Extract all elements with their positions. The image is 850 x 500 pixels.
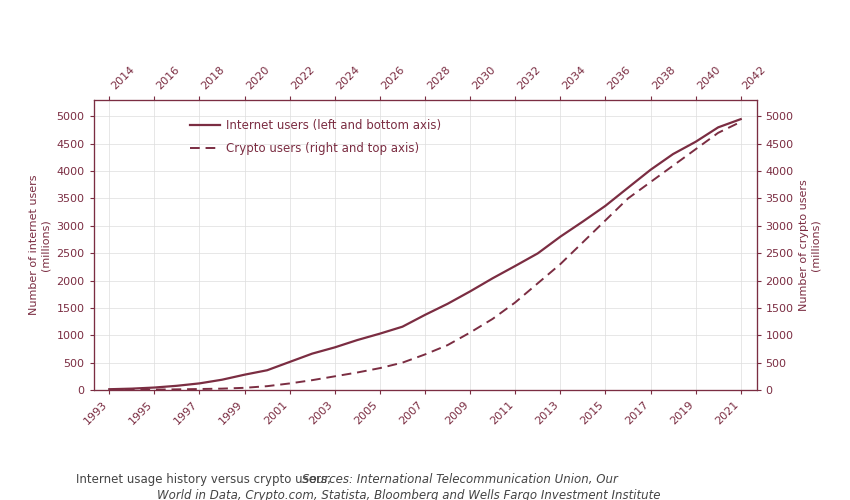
Text: Sources: International Telecommunication Union, Our: Sources: International Telecommunication… [302, 472, 618, 486]
Text: Internet usage history versus crypto users;: Internet usage history versus crypto use… [76, 472, 336, 486]
Text: World in Data, Crypto.com, Statista, Bloomberg and Wells Fargo Investment Instit: World in Data, Crypto.com, Statista, Blo… [157, 489, 660, 500]
Y-axis label: Number of crypto users
(millions): Number of crypto users (millions) [799, 179, 821, 311]
Y-axis label: Number of internet users
(millions): Number of internet users (millions) [29, 175, 51, 316]
Legend: Internet users (left and bottom axis), Crypto users (right and top axis): Internet users (left and bottom axis), C… [185, 114, 445, 160]
